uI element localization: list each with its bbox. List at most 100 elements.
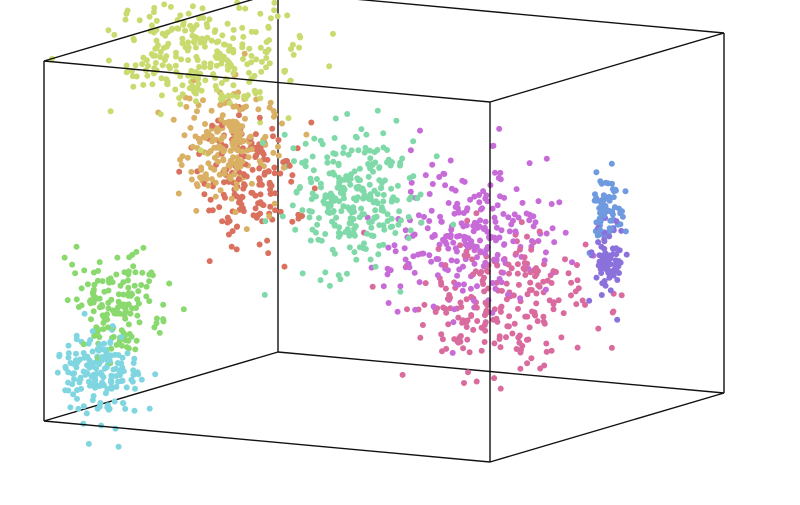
data-point (368, 232, 375, 239)
data-point (94, 277, 101, 284)
box-edge (43, 0, 254, 62)
data-point (550, 306, 557, 313)
data-point (175, 190, 182, 197)
data-point (601, 260, 607, 267)
data-point (208, 133, 215, 140)
data-point (251, 72, 258, 79)
data-point (158, 75, 165, 82)
data-point (210, 71, 217, 78)
data-point (267, 203, 274, 210)
data-point (274, 13, 281, 20)
data-point (397, 288, 404, 295)
data-point (465, 369, 471, 376)
data-point (461, 380, 467, 386)
data-point (586, 297, 593, 304)
data-point (233, 246, 240, 253)
data-point (601, 229, 608, 236)
data-point (411, 231, 418, 238)
data-point (207, 60, 214, 67)
data-point (189, 3, 196, 10)
data-point (558, 334, 565, 341)
data-point (179, 82, 186, 89)
data-point (505, 214, 512, 221)
data-point (504, 323, 511, 330)
data-point (344, 270, 350, 277)
data-point (424, 225, 431, 232)
data-point (299, 207, 306, 214)
data-point (313, 176, 320, 182)
data-point (257, 95, 264, 102)
data-point (526, 160, 533, 167)
data-point (263, 64, 269, 71)
data-point (271, 7, 278, 14)
data-point (490, 142, 497, 149)
data-point (256, 158, 263, 165)
data-point (149, 81, 156, 88)
data-point (366, 219, 373, 226)
data-point (330, 158, 337, 165)
data-point (374, 200, 381, 207)
data-point (222, 119, 228, 126)
data-point (203, 176, 210, 182)
data-point (208, 107, 215, 114)
data-point (295, 211, 302, 218)
data-point (118, 378, 125, 385)
data-point (366, 181, 373, 188)
data-point (240, 56, 246, 62)
data-point (454, 272, 461, 279)
data-point (85, 440, 92, 447)
data-point (447, 157, 454, 164)
data-point (91, 333, 98, 339)
data-point (422, 280, 429, 287)
data-point (395, 221, 402, 228)
data-point (608, 225, 614, 232)
data-point (186, 95, 193, 102)
data-point (494, 318, 501, 325)
data-point (266, 60, 273, 67)
data-point (333, 214, 340, 221)
data-point (415, 251, 421, 258)
data-point (414, 195, 421, 202)
data-point (381, 177, 388, 184)
data-point (217, 187, 224, 194)
data-point (248, 52, 255, 59)
data-point (380, 283, 387, 290)
data-point (380, 144, 387, 151)
data-point (279, 213, 286, 220)
data-point (216, 204, 223, 211)
data-point (384, 271, 391, 278)
data-point (132, 269, 139, 276)
data-point (159, 30, 166, 37)
data-point (250, 212, 257, 219)
data-point (541, 257, 548, 264)
data-point (482, 309, 489, 316)
data-point (269, 125, 276, 132)
data-point (212, 179, 219, 186)
data-point (372, 207, 379, 214)
data-point (119, 354, 126, 361)
data-point (433, 153, 440, 160)
data-point (477, 217, 484, 224)
data-point (378, 184, 385, 191)
data-point (202, 134, 209, 141)
data-point (365, 173, 372, 180)
data-point (90, 288, 97, 295)
data-point (517, 295, 524, 302)
data-point (474, 254, 480, 261)
data-point (522, 272, 529, 278)
data-point (87, 337, 94, 344)
data-point (517, 365, 524, 372)
data-point (199, 35, 206, 42)
data-point (279, 120, 285, 127)
data-point (380, 130, 387, 137)
box-front-edges (43, 0, 725, 463)
data-point (568, 279, 575, 286)
data-point (188, 67, 195, 74)
data-point (525, 336, 532, 343)
data-point (231, 171, 238, 178)
data-point (122, 16, 129, 23)
data-point (197, 147, 204, 154)
data-point (356, 244, 363, 251)
data-point (565, 270, 572, 277)
data-point (281, 68, 288, 74)
